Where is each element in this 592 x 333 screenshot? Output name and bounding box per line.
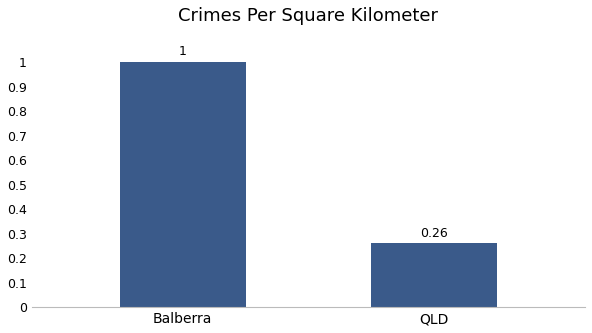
Text: 1: 1 <box>179 45 186 59</box>
Bar <box>120 62 246 307</box>
Title: Crimes Per Square Kilometer: Crimes Per Square Kilometer <box>178 7 439 25</box>
Bar <box>371 243 497 307</box>
Text: 0.26: 0.26 <box>420 227 448 240</box>
